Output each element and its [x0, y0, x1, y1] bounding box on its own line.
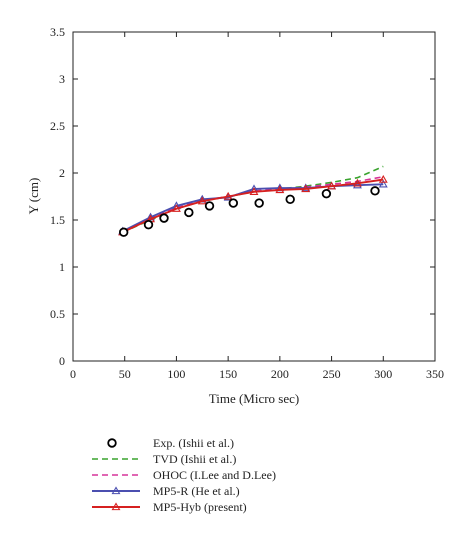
series-point — [378, 179, 388, 188]
y-tick-label: 0 — [59, 354, 65, 368]
series-line — [122, 165, 384, 233]
y-axis-label: Y (cm) — [26, 178, 41, 215]
series-2 — [122, 175, 384, 233]
x-tick-label: 150 — [219, 367, 237, 381]
series-point — [223, 191, 233, 200]
series-line — [122, 175, 384, 233]
exp-point — [159, 213, 169, 223]
x-tick-label: 0 — [70, 367, 76, 381]
legend-label: MP5-R (He et al.) — [153, 484, 240, 498]
exp-point — [118, 227, 129, 237]
exp-point — [204, 201, 215, 211]
x-tick-label: 250 — [323, 367, 341, 381]
x-tick-label: 200 — [271, 367, 289, 381]
series-point — [352, 178, 362, 187]
series-point — [275, 185, 285, 194]
exp-point — [228, 198, 239, 208]
plot-frame — [72, 31, 436, 362]
y-tick-label: 2.5 — [50, 119, 65, 133]
series-line — [122, 178, 384, 234]
series-point — [378, 174, 388, 183]
series-point — [249, 187, 259, 195]
exp-point — [143, 219, 154, 230]
legend-item: MP5-R (He et al.) — [92, 484, 240, 498]
axis-ticks: 0 50 100 150 200 250 300 350 0 0.5 1 1.5 2 2.5 3 3.5 — [50, 25, 444, 381]
x-tick-label: 350 — [426, 367, 444, 381]
legend-label: OHOC (I.Lee and D.Lee) — [153, 468, 276, 482]
legend-item: Exp. (Ishii et al.) — [107, 436, 234, 450]
legend-marker — [107, 438, 117, 448]
legend-label: Exp. (Ishii et al.) — [153, 436, 234, 450]
legend-label: TVD (Ishii et al.) — [153, 452, 236, 466]
series-point — [171, 204, 181, 212]
legend-item: OHOC (I.Lee and D.Lee) — [92, 468, 276, 482]
x-axis-label: Time (Micro sec) — [209, 391, 300, 406]
x-tick-label: 100 — [167, 367, 185, 381]
exp-point — [321, 188, 332, 199]
exp-point — [184, 207, 194, 218]
legend-label: MP5-Hyb (present) — [153, 500, 247, 514]
series-3 — [118, 179, 388, 235]
y-tick-label: 1.5 — [50, 213, 65, 227]
series-point — [301, 184, 311, 193]
series-1 — [122, 165, 384, 233]
series-point — [197, 196, 207, 205]
x-tick-label: 300 — [374, 367, 392, 381]
x-tick-label: 50 — [119, 367, 131, 381]
series-layer — [118, 165, 388, 237]
exp-point — [370, 186, 380, 196]
series-point — [327, 181, 337, 190]
y-tick-label: 3 — [59, 72, 65, 86]
y-tick-label: 0.5 — [50, 307, 65, 321]
y-tick-label: 3.5 — [50, 25, 65, 39]
exp-point — [285, 194, 295, 205]
legend-item: TVD (Ishii et al.) — [92, 452, 236, 466]
series-0 — [118, 186, 380, 237]
y-tick-label: 2 — [59, 166, 65, 180]
series-point — [352, 180, 362, 189]
legend-item: MP5-Hyb (present) — [92, 500, 247, 514]
series-4 — [118, 174, 388, 236]
legend-marker — [111, 502, 121, 511]
legend: Exp. (Ishii et al.) TVD (Ishii et al.) OHO… — [92, 436, 276, 514]
legend-marker — [111, 486, 121, 495]
y-tick-label: 1 — [59, 260, 65, 274]
exp-point — [254, 198, 264, 208]
